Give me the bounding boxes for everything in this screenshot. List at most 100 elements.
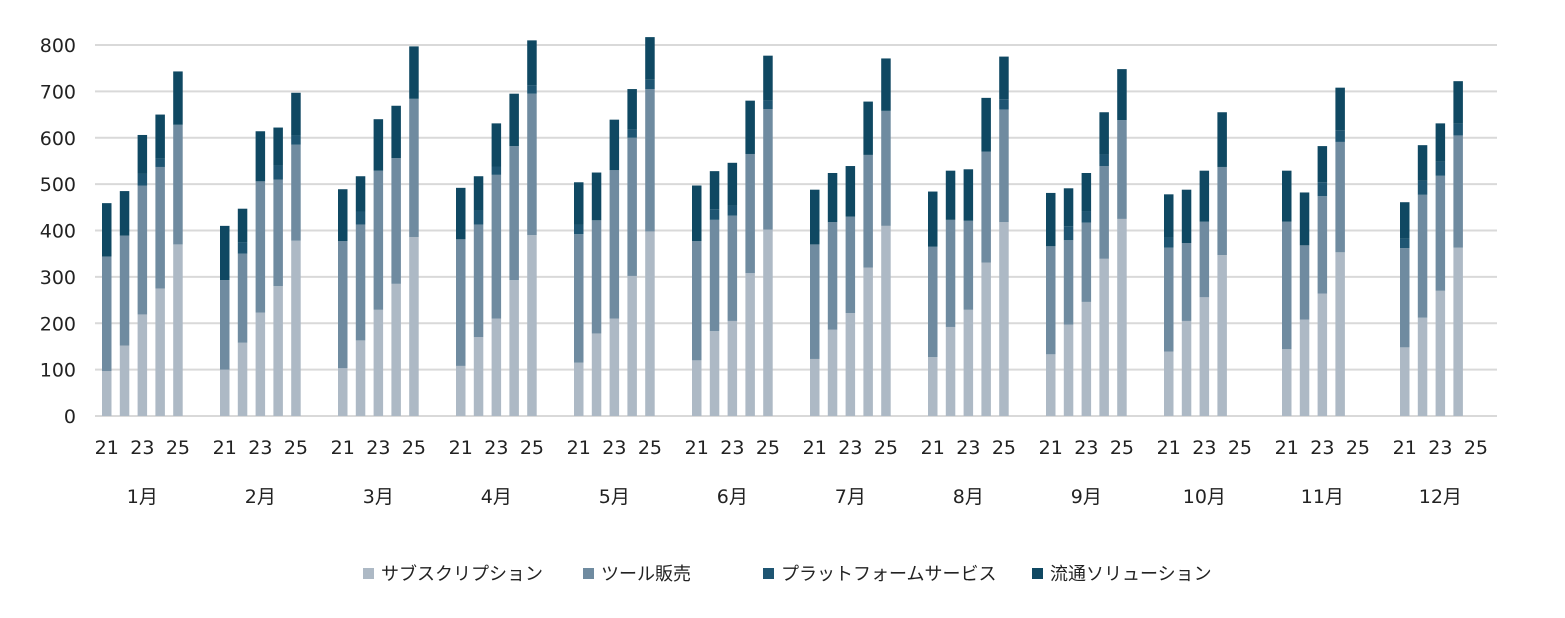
bar-segment-3-12月-21: [1400, 238, 1410, 249]
bar-segment-4-1月-22: [119, 191, 130, 236]
bar-segment-4-4月-21: [456, 187, 466, 240]
bar-segment-3-9月-23: [1081, 211, 1092, 223]
bar-segment-1-3月-21: [338, 368, 348, 416]
x-tick-year-label: 21: [1275, 437, 1299, 459]
bar-segment-1-1月-24: [155, 288, 165, 416]
x-tick-year-label: 23: [838, 437, 862, 459]
x-month-label: 5月: [599, 486, 630, 508]
bar-segment-1-8月-25: [999, 222, 1009, 416]
legend-label: 流通ソリューション: [1050, 564, 1212, 585]
bar-segment-4-8月-22: [945, 170, 956, 220]
bar-segment-2-11月-21: [1282, 221, 1292, 350]
bar-segment-4-11月-21: [1282, 170, 1292, 222]
x-tick-year-label: 21: [213, 437, 237, 459]
x-month-label: 9月: [1071, 486, 1102, 508]
bar-segment-2-10月-23: [1199, 221, 1210, 298]
bar-segment-1-6月-24: [745, 273, 755, 416]
bar-segment-2-7月-24: [863, 154, 873, 268]
bar-segment-1-8月-21: [928, 357, 938, 416]
bar-segment-3-12月-22: [1417, 180, 1428, 195]
bar-segment-4-4月-25: [527, 40, 537, 86]
x-tick-year-label: 25: [992, 437, 1016, 459]
x-tick-year-label: 23: [248, 437, 272, 459]
bar-segment-2-5月-22: [591, 220, 602, 334]
bar-segment-2-7月-25: [881, 110, 891, 226]
bar-segment-4-4月-24: [509, 93, 519, 147]
legend-swatch: [763, 568, 774, 579]
bar-segment-4-11月-24: [1335, 87, 1345, 131]
bar-segment-2-1月-22: [119, 235, 130, 346]
bar-segment-3-2月-25: [291, 135, 301, 145]
bar-segment-4-4月-23: [491, 123, 502, 167]
x-month-label: 10月: [1183, 486, 1226, 508]
bar-segment-1-5月-22: [591, 333, 602, 416]
bar-segment-1-1月-25: [173, 244, 183, 416]
bar-segment-2-12月-21: [1400, 248, 1410, 348]
bar-segment-1-2月-25: [291, 240, 301, 416]
x-tick-year-label: 23: [1074, 437, 1098, 459]
bar-segment-1-9月-23: [1081, 301, 1092, 416]
bar-segment-3-4月-23: [491, 166, 502, 175]
bar-segment-3-2月-22: [237, 242, 248, 254]
bar-segment-2-1月-24: [155, 166, 165, 289]
y-tick-label: 300: [40, 267, 76, 289]
x-tick-year-label: 21: [803, 437, 827, 459]
bar-segment-2-3月-21: [338, 241, 348, 369]
x-tick-year-label: 25: [1346, 437, 1370, 459]
bar-segment-2-12月-23: [1435, 175, 1446, 291]
bar-segment-2-4月-24: [509, 146, 519, 281]
legend-swatch: [583, 568, 594, 579]
bar-segment-3-1月-24: [155, 158, 165, 167]
bar-segment-4-11月-22: [1299, 192, 1310, 246]
bar-series: [102, 37, 1463, 416]
x-tick-year-label: 21: [449, 437, 473, 459]
bar-segment-4-7月-23: [845, 166, 856, 217]
x-tick-year-label: 21: [95, 437, 119, 459]
bar-segment-2-4月-22: [473, 224, 484, 338]
x-tick-year-label: 25: [166, 437, 190, 459]
x-tick-year-label: 23: [484, 437, 508, 459]
x-tick-year-label: 23: [720, 437, 744, 459]
x-tick-year-label: 25: [402, 437, 426, 459]
bar-segment-1-10月-21: [1164, 351, 1174, 416]
bar-segment-4-8月-23: [963, 169, 974, 221]
bar-segment-4-7月-24: [863, 101, 873, 155]
bar-segment-4-6月-22: [709, 171, 720, 210]
bar-segment-4-6月-24: [745, 100, 755, 154]
bar-segment-1-1月-22: [119, 345, 130, 416]
bar-segment-2-2月-24: [273, 179, 283, 287]
bar-segment-4-6月-25: [763, 55, 773, 101]
bar-segment-2-11月-22: [1299, 245, 1310, 320]
bar-segment-2-9月-24: [1099, 166, 1109, 259]
bar-segment-2-5月-24: [627, 137, 637, 276]
bar-segment-1-11月-22: [1299, 319, 1310, 416]
bar-segment-3-12月-23: [1435, 161, 1446, 176]
bar-segment-4-8月-21: [928, 191, 938, 247]
bar-segment-1-7月-23: [845, 313, 856, 416]
bar-segment-2-8月-25: [999, 109, 1009, 223]
bar-segment-4-3月-21: [338, 189, 348, 242]
bar-segment-4-8月-24: [981, 97, 991, 152]
bar-segment-2-11月-24: [1335, 141, 1345, 253]
bar-segment-4-10月-23: [1199, 170, 1210, 222]
bar-segment-4-7月-22: [827, 172, 838, 223]
x-month-label: 11月: [1301, 486, 1344, 508]
bar-segment-1-5月-25: [645, 231, 655, 416]
bar-segment-4-6月-23: [727, 162, 738, 206]
legend-swatch: [363, 568, 374, 579]
bar-segment-2-9月-22: [1063, 240, 1074, 325]
y-tick-label: 0: [64, 406, 76, 428]
bar-segment-4-12月-24: [1453, 81, 1463, 124]
bar-segment-3-4月-22: [473, 210, 484, 225]
y-tick-label: 500: [40, 174, 76, 196]
bar-segment-1-5月-21: [574, 362, 584, 416]
x-month-label: 6月: [717, 486, 748, 508]
bar-segment-1-4月-24: [509, 280, 519, 416]
bar-segment-4-8月-25: [999, 56, 1009, 100]
bar-segment-4-1月-24: [155, 114, 165, 159]
bar-segment-1-9月-24: [1099, 258, 1109, 416]
x-tick-year-label: 21: [921, 437, 945, 459]
bar-segment-2-6月-25: [763, 108, 773, 230]
x-month-label: 1月: [127, 486, 158, 508]
